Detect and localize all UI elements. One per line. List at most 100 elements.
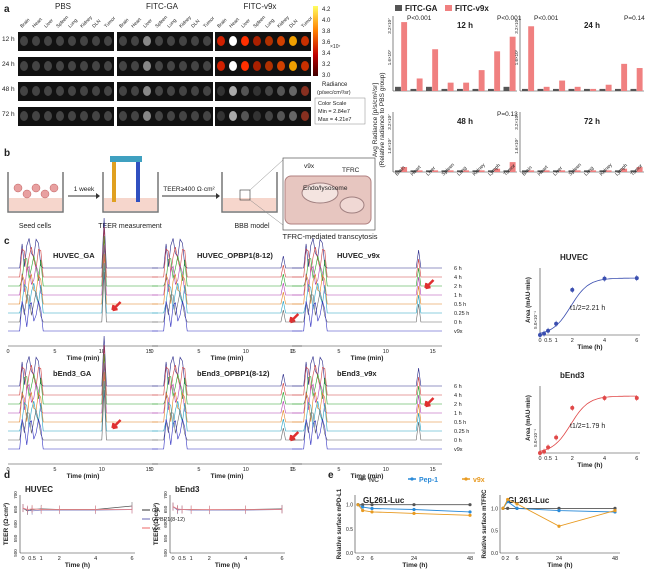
x-tick-label: 2	[571, 456, 574, 462]
organ-blob	[92, 61, 100, 71]
bar	[630, 170, 637, 172]
bar	[410, 88, 417, 91]
bar	[599, 170, 606, 172]
bar	[615, 88, 621, 91]
step-label: TEER measurement	[98, 223, 161, 230]
bar	[463, 170, 470, 172]
x-axis-label: Time (h)	[577, 344, 602, 351]
organ-blob	[32, 111, 40, 121]
series-line	[357, 504, 471, 516]
trace	[8, 380, 158, 432]
organ-blob	[229, 86, 237, 96]
organ-label: Brain	[19, 17, 31, 29]
bar	[494, 168, 501, 172]
x-tick-label: 15	[290, 467, 296, 473]
organ-blob	[301, 61, 309, 71]
y-tick-label: 600	[13, 520, 18, 528]
bar	[537, 88, 544, 91]
bar	[574, 170, 581, 172]
trace	[152, 265, 302, 296]
panel-label-e: e	[328, 470, 334, 481]
y-tick-label: 1.0	[491, 506, 498, 512]
bar	[528, 170, 535, 172]
x-tick-label: 0	[150, 349, 153, 355]
trace	[292, 409, 442, 441]
imaging-strip	[18, 32, 114, 51]
bar	[522, 170, 528, 172]
colorbar-tick: 3.6	[322, 40, 331, 46]
organ-blob	[44, 111, 52, 121]
bar	[494, 51, 501, 91]
colorbar-tick: 3.0	[322, 73, 331, 79]
imaging-group-title: FITC-v9x	[244, 2, 277, 11]
p-value: P<0.001	[407, 15, 432, 22]
organ-blob	[92, 86, 100, 96]
x-tick-label: 0.5	[544, 456, 552, 462]
organ-blob	[104, 61, 112, 71]
x-tick-label: 4	[244, 556, 247, 562]
organ-blob	[289, 61, 297, 71]
nucleus	[339, 196, 365, 214]
chromatogram-title: bEnd3_GA	[53, 369, 92, 378]
organ-blob	[265, 36, 273, 46]
x-tick-label: 6	[635, 456, 638, 462]
bar	[503, 170, 510, 172]
step-label: BBB model	[234, 223, 269, 230]
bar	[432, 170, 439, 172]
organ-blob	[229, 61, 237, 71]
trace-label: 4 h	[454, 393, 462, 399]
bar	[615, 170, 621, 172]
organ-blob	[191, 111, 199, 121]
trace	[152, 255, 302, 287]
trace-label: v9x	[454, 329, 463, 335]
bar	[509, 36, 516, 91]
color-scale-title: Color Scale	[318, 101, 346, 107]
bar	[488, 170, 494, 172]
trace	[292, 247, 442, 278]
x-tick-label: Spleen	[441, 162, 456, 177]
organ-blob	[68, 86, 76, 96]
organ-blob	[167, 111, 175, 121]
organ-blob	[289, 111, 297, 121]
red-arrow	[424, 279, 435, 290]
organ-label: Liver	[142, 18, 154, 30]
imaging-strip	[18, 82, 114, 101]
x-tick-label: 10	[243, 349, 249, 355]
colorbar	[313, 6, 318, 76]
y-tick-label: 650	[163, 505, 168, 513]
chromatogram-title: HUVEC_OPBP1(8-12)	[197, 251, 273, 260]
x-tick-label: 15	[290, 349, 296, 355]
y-axis-label: Relative surface mPD-L1	[337, 488, 343, 559]
organ-blob	[143, 36, 151, 46]
x-tick-label: 0.5	[178, 556, 186, 562]
bar	[522, 88, 528, 91]
organ-label: DLN	[288, 18, 299, 29]
y-tick-label: 1.6×10⁷	[387, 138, 392, 154]
x-tick-label: 5	[337, 349, 340, 355]
cell	[40, 189, 50, 199]
x-tick-label: 1	[555, 338, 558, 344]
organ-blob	[289, 36, 297, 46]
x-tick-label: 0	[6, 467, 9, 473]
organ-label: DLN	[190, 18, 201, 29]
imaging-strip	[117, 82, 213, 101]
y-tick-label: 3.2×10⁷	[514, 114, 519, 130]
y-tick-label: 500	[13, 549, 18, 557]
organ-blob	[131, 36, 139, 46]
organ-blob	[119, 61, 127, 71]
organ-blob	[119, 36, 127, 46]
organ-blob	[143, 86, 151, 96]
zoom-box	[239, 189, 251, 201]
bbb-well	[221, 172, 278, 213]
x-tick-label: 10	[99, 467, 105, 473]
organ-blob	[203, 61, 211, 71]
bar	[621, 63, 628, 91]
organ-blob	[253, 111, 261, 121]
y-tick-label: 3.2×10⁷	[387, 18, 392, 34]
trace-label: 0.5 h	[454, 420, 466, 426]
organ-blob	[92, 111, 100, 121]
organ-blob	[289, 86, 297, 96]
y-axis-label: TEER (Ω·cm²)	[3, 503, 10, 545]
trace	[292, 255, 442, 287]
bar	[636, 167, 643, 172]
